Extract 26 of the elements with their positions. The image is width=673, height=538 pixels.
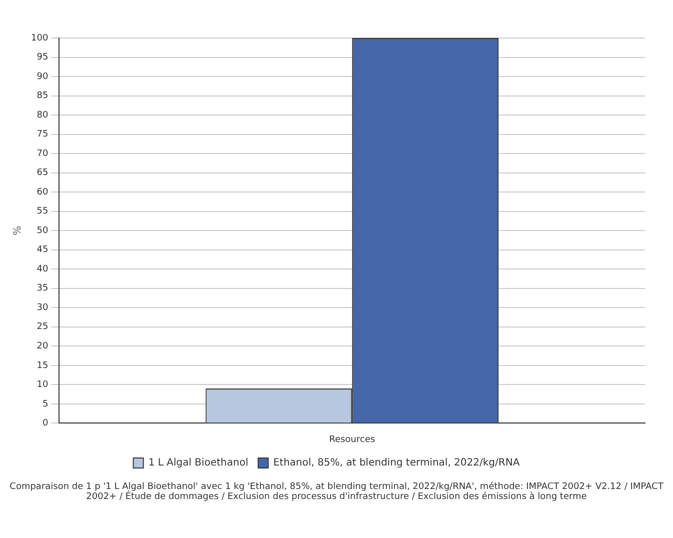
y-tick-label: 45 <box>36 245 48 256</box>
text: Comparaison de 1 p '1 L Algal Bioethanol' avec 1 kg 'Ethanol, 85%, at blending terminal, 2022/kg/RNA', méthode: IMPACT 2002+ V2.12 / IMPACT 2002+ / Étude de dommages / Exclusion des processus d'infrastructure / Exclusion des émissions à long terme <box>8 482 664 502</box>
y-tick-label: 20 <box>36 342 48 352</box>
y-tick-label: 75 <box>36 130 48 140</box>
y-tick-label: 70 <box>36 148 48 159</box>
y-tick-label: 0 <box>42 418 48 429</box>
y-tick-label: 35 <box>36 284 48 294</box>
y-tick-label: 60 <box>36 187 48 198</box>
y-tick-label: 85 <box>36 91 48 102</box>
legend-label: 1 L Algal Bioethanol <box>148 458 248 469</box>
x-tick-label: Resources <box>329 434 376 445</box>
y-tick-label: 65 <box>36 168 48 178</box>
y-tick-label: 80 <box>36 110 48 120</box>
y-axis-title: % <box>12 226 24 236</box>
y-tick-label: 5 <box>42 399 48 410</box>
y-tick-label: 50 <box>36 226 48 236</box>
y-tick-label: 95 <box>36 52 48 63</box>
y-tick-label: 25 <box>36 322 48 332</box>
y-tick-label: 55 <box>36 206 48 217</box>
y-tick-label: 40 <box>36 264 48 274</box>
y-tick-label: 15 <box>36 360 48 371</box>
y-tick-label: 100 <box>30 33 48 44</box>
legend-label: Ethanol, 85%, at blending terminal, 2022/kg/RNA <box>273 458 520 469</box>
y-tick-label: 90 <box>36 72 48 82</box>
y-tick-label: 10 <box>36 380 48 390</box>
y-tick-label: 30 <box>36 302 48 313</box>
